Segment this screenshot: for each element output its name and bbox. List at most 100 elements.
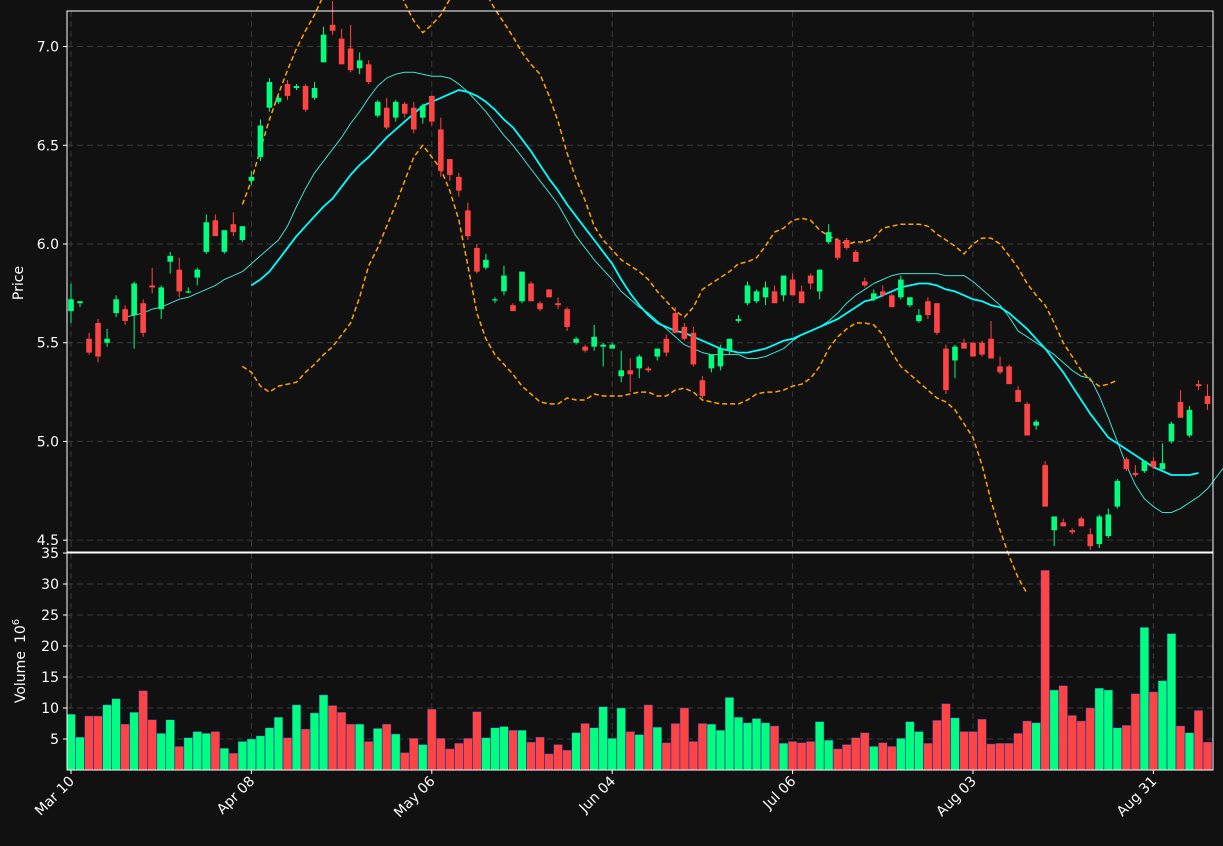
candle-body [230,224,237,233]
candle-body [374,101,381,116]
candle-body [410,107,417,130]
xtick-label: May 06 [391,773,439,821]
candle-body [654,348,661,357]
volume-bar [1076,720,1086,771]
candle [302,84,309,112]
candle [1015,386,1021,402]
candle [816,269,823,300]
volume-bar [616,707,626,771]
candle [1051,516,1057,547]
candle [311,82,318,100]
candle-body [816,269,823,292]
candle-body [1168,423,1175,442]
candle [943,344,949,395]
axes: 4.5 5.0 5.5 6.0 6.5 7.0 5 10 15 20 25 30 35 Mar 10 Apr… [32,10,1214,821]
volume-bar [1130,693,1140,771]
candle [140,299,146,337]
volume-bar [409,738,419,771]
candle-body [726,338,733,351]
candle-body [483,259,489,268]
volume-bar [129,712,139,771]
candle [77,301,83,308]
candle [988,320,994,359]
volume-bar [391,733,401,771]
volume-bar [517,730,527,771]
candle [1042,461,1048,507]
candle [239,226,246,243]
candle-body [131,283,137,316]
candle [834,238,841,260]
candle-body [663,338,670,353]
candle-body [149,285,155,288]
candle-body [934,303,940,333]
price-ytick-label: 4.5 [37,533,59,549]
candle [1159,443,1166,472]
candle [1123,457,1130,472]
candle-body [591,336,597,347]
candle [230,212,237,237]
candle [618,350,625,383]
candle [1132,465,1139,477]
candle-body [302,86,309,110]
candle [546,289,552,298]
volume-bar [833,748,843,771]
volume-bar [743,722,753,771]
candle [1105,508,1112,539]
candle-body [401,103,408,114]
volume-bar [761,722,771,771]
volume-bar [138,690,148,771]
xtick-label: Jun 04 [576,773,619,816]
price-candles [68,1,1211,551]
volume-bar [1004,743,1014,771]
candle [86,332,92,355]
volume-bar [878,742,888,771]
candle [347,24,354,73]
candle-body [212,220,219,237]
candle-body [194,269,201,278]
candle-body [203,222,210,252]
candle-body [1186,409,1193,436]
candle [113,295,119,318]
volume-bar [824,740,834,771]
candle [1024,401,1030,436]
volume-bar [1203,741,1213,771]
candle-body [248,176,255,181]
volume-bar [842,744,852,771]
volume-bar [670,723,680,771]
candle [104,328,110,347]
candle [194,267,201,286]
candle-body [961,342,967,349]
volume-bar [535,736,545,771]
candle-body [807,275,814,284]
candle [961,338,967,349]
candle-body [789,279,796,296]
candle [744,281,751,306]
volume-bar [1022,720,1032,771]
candle [149,267,155,294]
candle [510,303,516,312]
candle-body [275,97,282,102]
candle [438,117,444,177]
volume-bar [860,732,870,771]
volume-bar [400,752,410,771]
volume-bar [815,721,825,771]
volume-bar [264,727,274,771]
xtick-label: Aug 31 [1114,774,1160,820]
candle-body [889,295,895,308]
volume-bar [1085,707,1095,771]
volume-bar [887,746,897,771]
candle-body [582,346,588,351]
xtick-label: Jul 06 [760,773,800,813]
candle [690,326,697,367]
candle-body [1024,403,1030,436]
volume-bar [715,730,725,771]
candle-body [1015,390,1021,402]
candle [338,28,345,65]
candle-body [492,299,498,301]
candle-body [474,247,480,272]
candle [889,293,895,308]
candle [356,52,363,75]
candle-body [320,34,327,63]
candle-body [753,291,760,302]
